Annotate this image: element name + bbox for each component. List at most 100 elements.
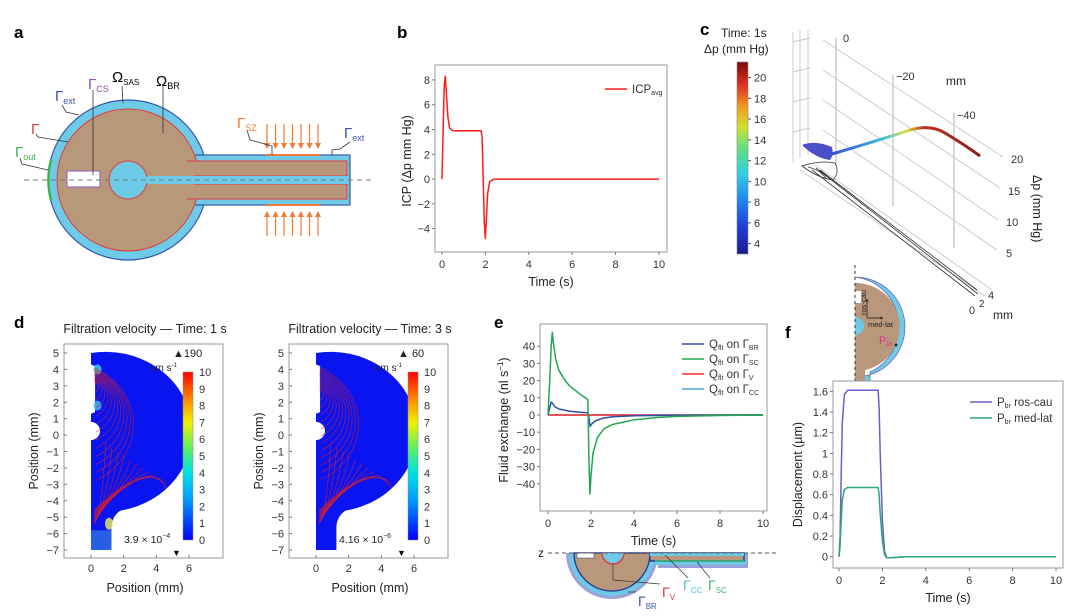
y-tick-label: 2 <box>278 397 284 409</box>
streamline <box>319 389 324 401</box>
y-axis-label-end: ) <box>497 357 511 361</box>
x-tick-label: 0 <box>88 563 94 575</box>
y-tick-label: 5 <box>278 348 284 360</box>
high-velocity-spot <box>93 400 102 411</box>
y-tick-label: 0 <box>822 552 828 564</box>
legend-on: on Γ <box>723 369 749 381</box>
legend-entry: Qflt on ΓSC <box>709 354 759 367</box>
y-tick-label: 3 <box>53 381 59 393</box>
label-gamma-ext-left: Γext <box>55 88 76 106</box>
label-omega-br: ΩBR <box>156 73 180 91</box>
mm-tick: −20 <box>896 71 915 83</box>
panel-f: f ros-cau med-lat Pbr 0 2 4 6 8 1000.20.40.60… <box>785 265 1064 605</box>
y-tick-label: −5 <box>46 512 59 524</box>
colorbar-tick-label: 2 <box>424 501 430 513</box>
brain-pressure-surface <box>802 142 833 160</box>
x-tick-label: 4 <box>631 518 637 530</box>
streamline <box>319 366 359 481</box>
y-tick-label: −7 <box>271 545 284 557</box>
streamline <box>94 373 118 441</box>
unit-label: nm s-1 <box>375 363 403 374</box>
x-tick-label: 8 <box>613 259 619 271</box>
high-velocity-spot <box>91 530 112 550</box>
x-tick-label: 10 <box>1050 575 1062 587</box>
streamline <box>319 477 392 512</box>
bottom-axis-unit: mm <box>993 308 1013 322</box>
colorbar-tick-label: 4 <box>199 468 205 480</box>
streamline <box>94 370 128 465</box>
legend-entry: Qflt on ΓBR <box>709 339 759 352</box>
plot-title: Filtration velocity — Time: 3 s <box>288 322 451 336</box>
e-leaders <box>612 554 711 593</box>
y-tick-label: 1 <box>53 414 59 426</box>
3d-axis-labels: 0 −20 −40 mm 20 15 10 5 Δp (mm Hg) 0 2 4… <box>843 33 1044 322</box>
streamline <box>319 467 369 517</box>
colorbar-tick-label: 1 <box>199 518 205 530</box>
plot-title: Filtration velocity — Time: 1 s <box>63 322 226 336</box>
legend-name-sub: flt <box>718 345 724 352</box>
series-line <box>547 331 764 495</box>
y-tick-label: 1 <box>822 448 828 460</box>
mm-tick: −40 <box>957 110 976 122</box>
y-tick-label: −2 <box>271 463 284 475</box>
streamline <box>94 477 167 512</box>
streamline <box>319 385 331 415</box>
streamline <box>319 459 356 520</box>
boundary-labels: ΩSAS ΩBR ΓCS Γext Γ Γout ΓSZ Γext <box>15 69 365 162</box>
min-value-sup: −6 <box>383 533 391 540</box>
f-ventricle <box>855 317 864 335</box>
y-tick-label: 30 <box>523 358 535 370</box>
legend-suffix: med-lat <box>1011 413 1053 425</box>
y-axis-label-sup: −1 <box>496 361 505 371</box>
colorbar-tick-label: 9 <box>199 384 205 396</box>
y-tick-label: −5 <box>271 512 284 524</box>
dp-tick: 15 <box>1008 186 1020 198</box>
e-ventricle <box>601 552 625 565</box>
unit-sup: -1 <box>172 363 178 369</box>
colorbar-tick-label: 6 <box>754 218 760 230</box>
y-tick-label: −2 <box>417 199 430 211</box>
y-tick-label: −3 <box>271 479 284 491</box>
f-brain <box>855 282 900 381</box>
streamline <box>319 377 343 444</box>
legend-name-sub: flt <box>718 390 724 397</box>
legend-name-sub: avg <box>651 90 662 97</box>
legend-entry: Qflt on ΓV <box>709 369 754 382</box>
colorbar-tick-label: 6 <box>424 434 430 446</box>
y-tick-label: −1 <box>46 447 59 459</box>
icp-chart: 0 2 4 6 8 10 8 6 4 2 0 −2 −4 Time (s) ICP (Δp mm Hg) IC… <box>400 64 668 289</box>
streamline <box>94 375 115 433</box>
y-tick-label: 1.2 <box>813 428 828 440</box>
min-arrow-icon: ▼ <box>172 548 181 558</box>
x-tick-label: 2 <box>346 563 352 575</box>
x-tick-label: 2 <box>879 575 885 587</box>
x-tick-label: 4 <box>526 259 532 271</box>
streamline <box>319 373 350 459</box>
streamline <box>94 377 109 417</box>
streamline <box>94 367 134 481</box>
y-tick-label: −6 <box>271 529 284 541</box>
pressure-colorbar <box>736 61 749 255</box>
pressure-arrows <box>264 124 321 236</box>
y-tick-label: 0.2 <box>813 531 828 543</box>
e-schematic: z ΓBR ΓV ΓCC ΓSC <box>538 546 777 611</box>
y-tick-label: −40 <box>516 479 535 491</box>
mm-tick: 0 <box>843 33 849 45</box>
y-tick-label: −3 <box>46 479 59 491</box>
pressure-curve <box>831 126 981 158</box>
y-tick-label: 20 <box>523 376 535 388</box>
streamline <box>94 455 125 521</box>
colorbar-tick-label: 10 <box>754 176 766 188</box>
streamline <box>319 476 392 511</box>
streamline <box>319 451 344 522</box>
streamline <box>319 455 350 521</box>
x-tick-label: 8 <box>717 518 723 530</box>
streamline <box>319 368 356 473</box>
legend-suffix: ros-cau <box>1011 397 1053 409</box>
y-axis-label: Position (mm) <box>252 412 266 489</box>
y-tick-label: 1.6 <box>813 386 828 398</box>
x-tick-label: 0 <box>313 563 319 575</box>
x-tick-label: 10 <box>653 259 665 271</box>
